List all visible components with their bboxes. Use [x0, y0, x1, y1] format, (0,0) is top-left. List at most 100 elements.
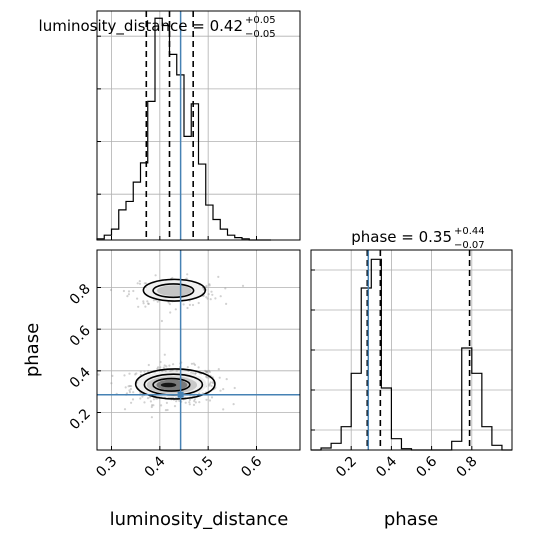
- sample-point: [175, 400, 178, 403]
- sample-point: [150, 405, 153, 409]
- sample-point: [152, 404, 155, 407]
- sample-point: [202, 294, 205, 297]
- x-tick-label: 0.4: [142, 453, 169, 480]
- histogram-outline: [96, 17, 271, 241]
- sample-point: [165, 401, 168, 404]
- sample-point: [192, 362, 195, 365]
- sample-point: [132, 391, 135, 394]
- sample-point: [152, 398, 155, 401]
- sample-point: [209, 381, 212, 384]
- sample-point: [194, 372, 197, 375]
- sample-point: [147, 302, 150, 305]
- y-axis-label-phase: phase: [22, 323, 43, 377]
- contour-inner-upper: [152, 283, 195, 299]
- x-tick-label: 0.8: [454, 454, 481, 481]
- y-tick-labels: 0.2 0.4 0.6 0.8: [67, 281, 94, 433]
- sample-point: [165, 365, 168, 368]
- sample-point: [136, 282, 139, 285]
- sample-point: [159, 360, 162, 364]
- sample-point: [193, 363, 197, 366]
- sample-point: [156, 367, 159, 370]
- sample-point: [207, 376, 210, 379]
- sample-point: [156, 300, 159, 303]
- sample-point: [123, 374, 126, 377]
- sample-point: [186, 366, 189, 369]
- sample-point: [128, 389, 131, 392]
- sample-point: [233, 386, 236, 390]
- sample-point: [147, 370, 150, 373]
- tick-marks: [311, 269, 473, 450]
- sample-point: [150, 416, 153, 419]
- sample-point: [188, 303, 191, 306]
- sample-point: [141, 395, 144, 398]
- sample-point: [192, 403, 196, 406]
- sample-point: [127, 293, 130, 296]
- sample-point: [123, 408, 127, 411]
- sample-point: [127, 290, 131, 293]
- sample-point: [194, 372, 197, 375]
- sample-point: [218, 376, 221, 379]
- sample-point: [143, 401, 146, 404]
- x-tick-label: 0.5: [190, 454, 217, 481]
- histogram-steps: [311, 258, 512, 451]
- quantile-lines: [145, 11, 194, 240]
- sample-point: [142, 300, 145, 303]
- sample-point: [222, 408, 225, 411]
- quantile-lines: [366, 250, 471, 450]
- sample-point: [130, 385, 133, 388]
- contour-inner: [152, 377, 191, 392]
- sample-point: [178, 399, 181, 402]
- sample-point: [142, 302, 145, 305]
- sample-point: [188, 398, 191, 401]
- sample-point: [184, 401, 187, 404]
- sample-point: [173, 405, 177, 408]
- title-phase: phase = 0.35: [351, 228, 452, 246]
- x-tick-label: 0.2: [333, 454, 360, 481]
- truth-crosshair: [97, 250, 300, 450]
- sample-point: [205, 296, 208, 299]
- sample-point: [135, 372, 138, 375]
- sample-point: [147, 302, 150, 305]
- gridlines: [311, 250, 512, 450]
- sample-point: [188, 401, 191, 404]
- sample-point: [208, 370, 211, 374]
- panel-frame: [97, 250, 300, 450]
- sample-point: [211, 293, 214, 296]
- sample-point: [148, 396, 152, 399]
- sample-point: [193, 399, 196, 403]
- x-tick-label: 0.3: [93, 454, 120, 481]
- x-axis-label-phase-bottom: phase: [384, 509, 438, 530]
- sample-point: [174, 308, 177, 311]
- title-luminosity-distance: luminosity_distance = 0.42: [39, 17, 243, 36]
- sample-point: [208, 383, 211, 386]
- sample-point: [150, 404, 154, 407]
- sample-point: [167, 301, 170, 304]
- sample-point: [134, 373, 137, 376]
- y-tick-label: 0.4: [67, 364, 94, 391]
- sample-point: [186, 306, 189, 310]
- sample-point: [137, 305, 140, 308]
- sample-point: [219, 389, 222, 392]
- sample-point: [206, 297, 209, 300]
- contour-outer: [134, 368, 216, 400]
- density-level-2-upper: [156, 285, 192, 297]
- sample-point: [205, 370, 208, 373]
- sample-point: [205, 371, 208, 374]
- sample-point: [197, 301, 200, 305]
- sample-point: [157, 366, 160, 369]
- sample-point: [166, 408, 169, 412]
- sample-point: [182, 303, 185, 306]
- sample-point: [209, 298, 212, 301]
- sample-point: [160, 319, 163, 323]
- sample-point: [168, 364, 171, 367]
- panel-phase-hist: 0.20.40.60.8 phase = 0.35 +0.44 −0.07 lu…: [310, 226, 513, 530]
- sample-point: [205, 284, 208, 288]
- x-tick-label: 0.6: [413, 453, 440, 480]
- sample-point: [128, 384, 131, 388]
- sample-point: [146, 397, 150, 400]
- sample-point: [194, 401, 197, 404]
- sample-point: [138, 282, 142, 285]
- sample-point: [122, 289, 125, 293]
- sample-point: [207, 293, 210, 296]
